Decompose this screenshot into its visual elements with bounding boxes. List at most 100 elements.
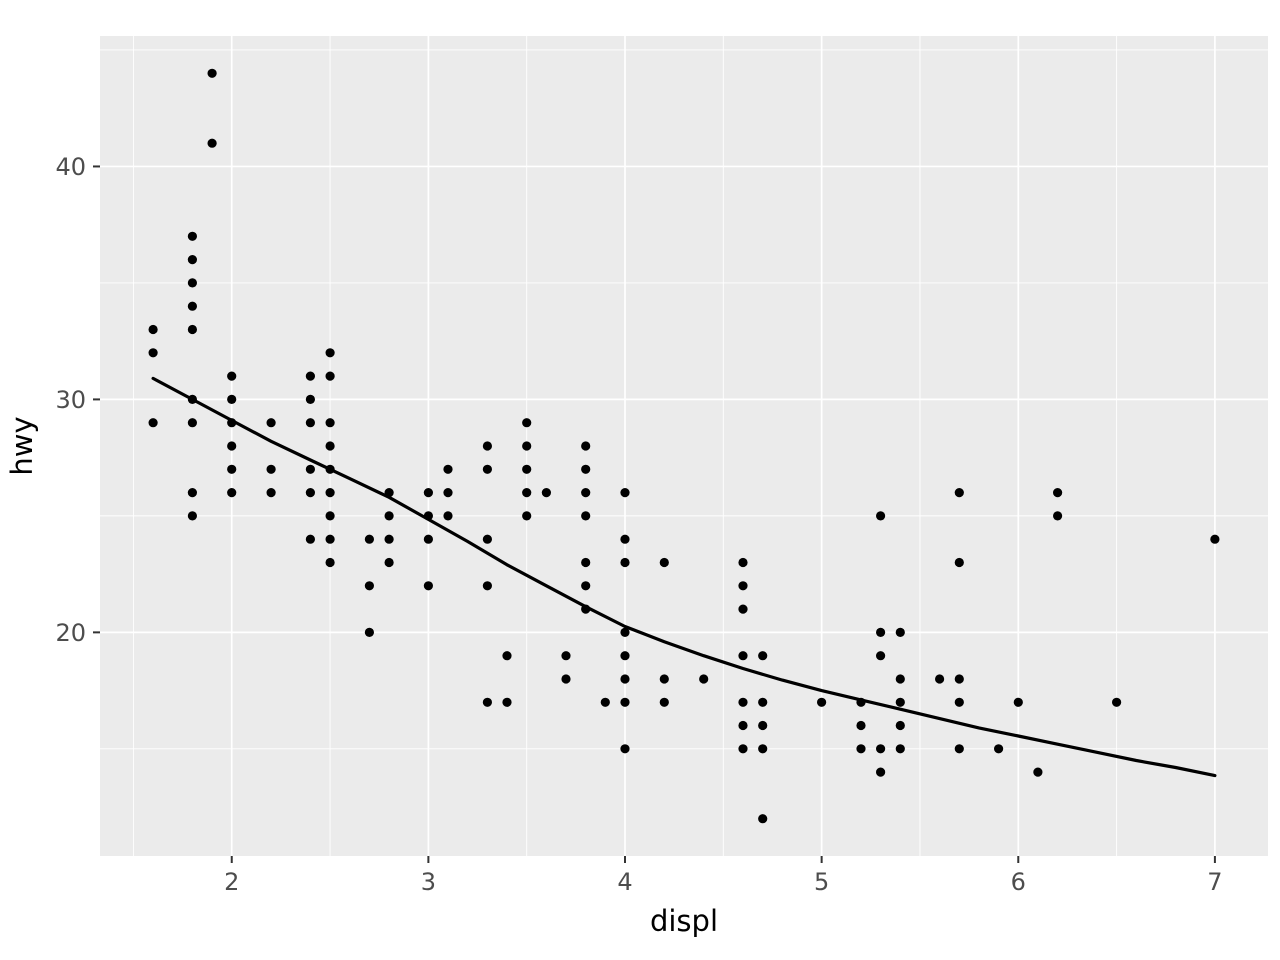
data-point xyxy=(876,651,886,661)
data-point xyxy=(620,674,630,684)
data-points xyxy=(148,68,1220,824)
data-point xyxy=(384,557,394,568)
data-point xyxy=(954,697,964,707)
plot-panel xyxy=(100,36,1268,856)
data-point xyxy=(227,418,237,428)
data-point xyxy=(620,651,630,661)
data-point xyxy=(482,697,492,707)
data-point xyxy=(443,511,453,521)
data-point xyxy=(305,418,315,428)
data-point xyxy=(738,744,748,754)
data-point xyxy=(758,744,768,754)
data-point xyxy=(738,604,748,614)
data-point xyxy=(620,557,630,568)
data-point xyxy=(581,581,591,591)
data-point xyxy=(384,488,394,498)
data-point xyxy=(443,488,453,498)
data-point xyxy=(620,697,630,707)
data-point xyxy=(1210,534,1220,544)
data-point xyxy=(954,488,964,498)
data-point xyxy=(738,557,748,568)
data-point xyxy=(954,674,964,684)
data-point xyxy=(443,464,453,474)
data-point xyxy=(482,464,492,474)
data-point xyxy=(305,488,315,498)
data-point xyxy=(364,581,374,591)
data-point xyxy=(384,534,394,544)
data-point xyxy=(620,744,630,754)
data-point xyxy=(423,534,433,544)
data-point xyxy=(148,348,158,358)
data-point xyxy=(325,511,335,521)
data-point xyxy=(581,511,591,521)
data-point xyxy=(581,604,591,614)
data-point xyxy=(502,651,512,661)
y-axis: 20 30 40 xyxy=(55,153,100,647)
data-point xyxy=(187,394,197,404)
x-tick-label: 5 xyxy=(814,868,829,896)
x-tick-label: 4 xyxy=(617,868,632,896)
data-point xyxy=(581,557,591,568)
data-point xyxy=(895,627,905,638)
x-axis-title: displ xyxy=(650,904,718,938)
data-point xyxy=(876,767,886,777)
data-point xyxy=(738,581,748,591)
data-point xyxy=(620,627,630,638)
data-point xyxy=(541,488,552,498)
data-point xyxy=(620,534,630,544)
y-tick-label: 30 xyxy=(55,386,86,414)
data-point xyxy=(148,418,158,428)
data-point xyxy=(187,488,197,498)
x-tick-label: 3 xyxy=(421,868,436,896)
data-point xyxy=(207,138,217,148)
data-point xyxy=(325,371,335,381)
data-point xyxy=(895,674,905,684)
data-point xyxy=(1013,697,1023,707)
data-point xyxy=(895,720,905,731)
data-point xyxy=(659,674,669,684)
data-point xyxy=(305,534,315,544)
data-point xyxy=(227,441,237,451)
data-point xyxy=(581,464,591,474)
data-point xyxy=(758,720,768,731)
data-point xyxy=(856,744,866,754)
x-tick-label: 6 xyxy=(1011,868,1026,896)
data-point xyxy=(482,581,492,591)
data-point xyxy=(325,418,335,428)
data-point xyxy=(1053,488,1063,498)
data-point xyxy=(207,68,217,78)
data-point xyxy=(954,557,964,568)
data-point xyxy=(522,441,532,451)
data-point xyxy=(482,441,492,451)
data-point xyxy=(187,511,197,521)
x-tick-label: 2 xyxy=(224,868,239,896)
data-point xyxy=(187,278,197,288)
data-point xyxy=(581,441,591,451)
data-point xyxy=(187,418,197,428)
data-point xyxy=(325,441,335,451)
x-tick-label: 7 xyxy=(1207,868,1222,896)
y-axis-title: hwy xyxy=(5,416,39,475)
data-point xyxy=(876,511,886,521)
data-point xyxy=(659,557,669,568)
y-tick-label: 40 xyxy=(55,153,86,181)
data-point xyxy=(522,488,532,498)
data-point xyxy=(522,418,532,428)
data-point xyxy=(423,511,433,521)
data-point xyxy=(305,371,315,381)
data-point xyxy=(817,697,827,707)
data-point xyxy=(325,488,335,498)
data-point xyxy=(561,674,571,684)
data-point xyxy=(227,371,237,381)
data-point xyxy=(305,464,315,474)
data-point xyxy=(227,464,237,474)
data-point xyxy=(227,394,237,404)
data-point xyxy=(581,488,591,498)
data-point xyxy=(876,627,886,638)
data-point xyxy=(758,814,768,824)
data-point xyxy=(522,464,532,474)
data-point xyxy=(758,697,768,707)
data-point xyxy=(364,627,374,638)
